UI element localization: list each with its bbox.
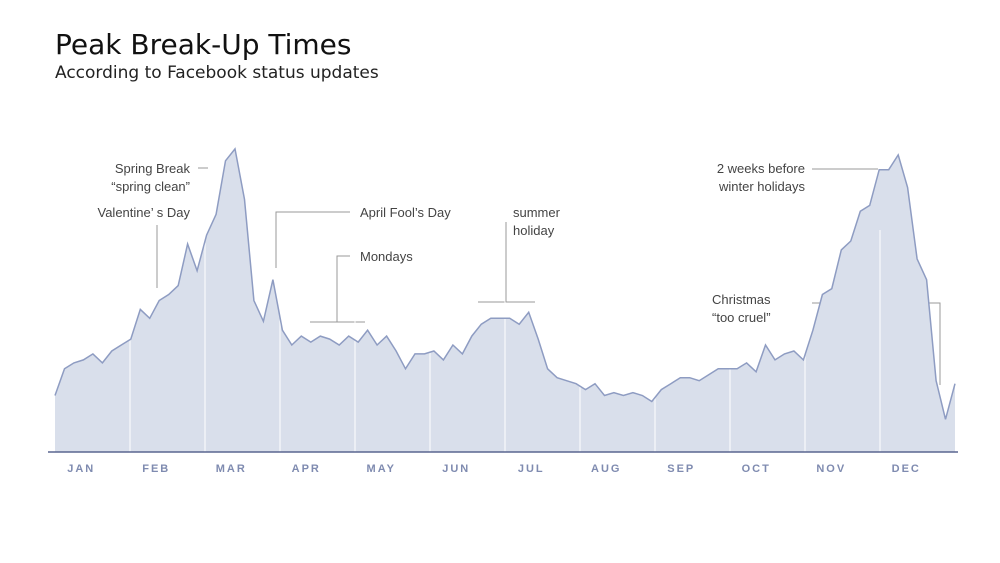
annotation: Valentine’ s Day bbox=[98, 205, 191, 220]
chart-title: Peak Break-Up Times bbox=[55, 28, 351, 61]
annotation: Mondays bbox=[360, 249, 413, 264]
x-tick-label: JUN bbox=[442, 463, 470, 475]
x-tick-label: NOV bbox=[816, 463, 846, 475]
leaders bbox=[156, 167, 941, 385]
leader bbox=[275, 211, 350, 268]
x-tick-label: AUG bbox=[591, 463, 621, 475]
x-tick-label: JUL bbox=[518, 463, 545, 475]
line bbox=[54, 147, 956, 420]
chart-subtitle: According to Facebook status updates bbox=[55, 63, 379, 83]
leader bbox=[310, 255, 365, 323]
x-tick-label: JAN bbox=[67, 463, 95, 475]
x-tick-label: SEP bbox=[667, 463, 695, 475]
annotation-line: “spring clean” bbox=[111, 179, 190, 194]
annotation-line: 2 weeks before bbox=[717, 161, 805, 176]
leader bbox=[478, 222, 535, 303]
annotation-line: “too cruel” bbox=[712, 310, 771, 325]
x-tick-label: OCT bbox=[742, 463, 771, 475]
annotation-line: winter holidays bbox=[718, 179, 805, 194]
x-tick-label: MAY bbox=[367, 463, 396, 475]
annotation: Christmas “too cruel” bbox=[712, 292, 771, 325]
annotation: 2 weeks before winter holidays bbox=[717, 161, 806, 194]
annotation-line: Valentine’ s Day bbox=[98, 205, 191, 220]
x-tick-label: DEC bbox=[892, 463, 921, 475]
annotation-line: Mondays bbox=[360, 249, 413, 264]
annotation: summer holiday bbox=[513, 205, 561, 238]
annotation: Spring Break “spring clean” bbox=[111, 161, 190, 194]
annotation-line: holiday bbox=[513, 223, 555, 238]
annotation-line: Christmas bbox=[712, 292, 771, 307]
annotation-line: Spring Break bbox=[115, 161, 191, 176]
annotation-line: April Fool’s Day bbox=[360, 205, 451, 220]
x-tick-label: APR bbox=[292, 463, 321, 475]
annotation-line: summer bbox=[513, 205, 561, 220]
x-tick-label: FEB bbox=[142, 463, 170, 475]
x-tick-label: MAR bbox=[216, 463, 247, 475]
annotation: April Fool’s Day bbox=[360, 205, 451, 220]
